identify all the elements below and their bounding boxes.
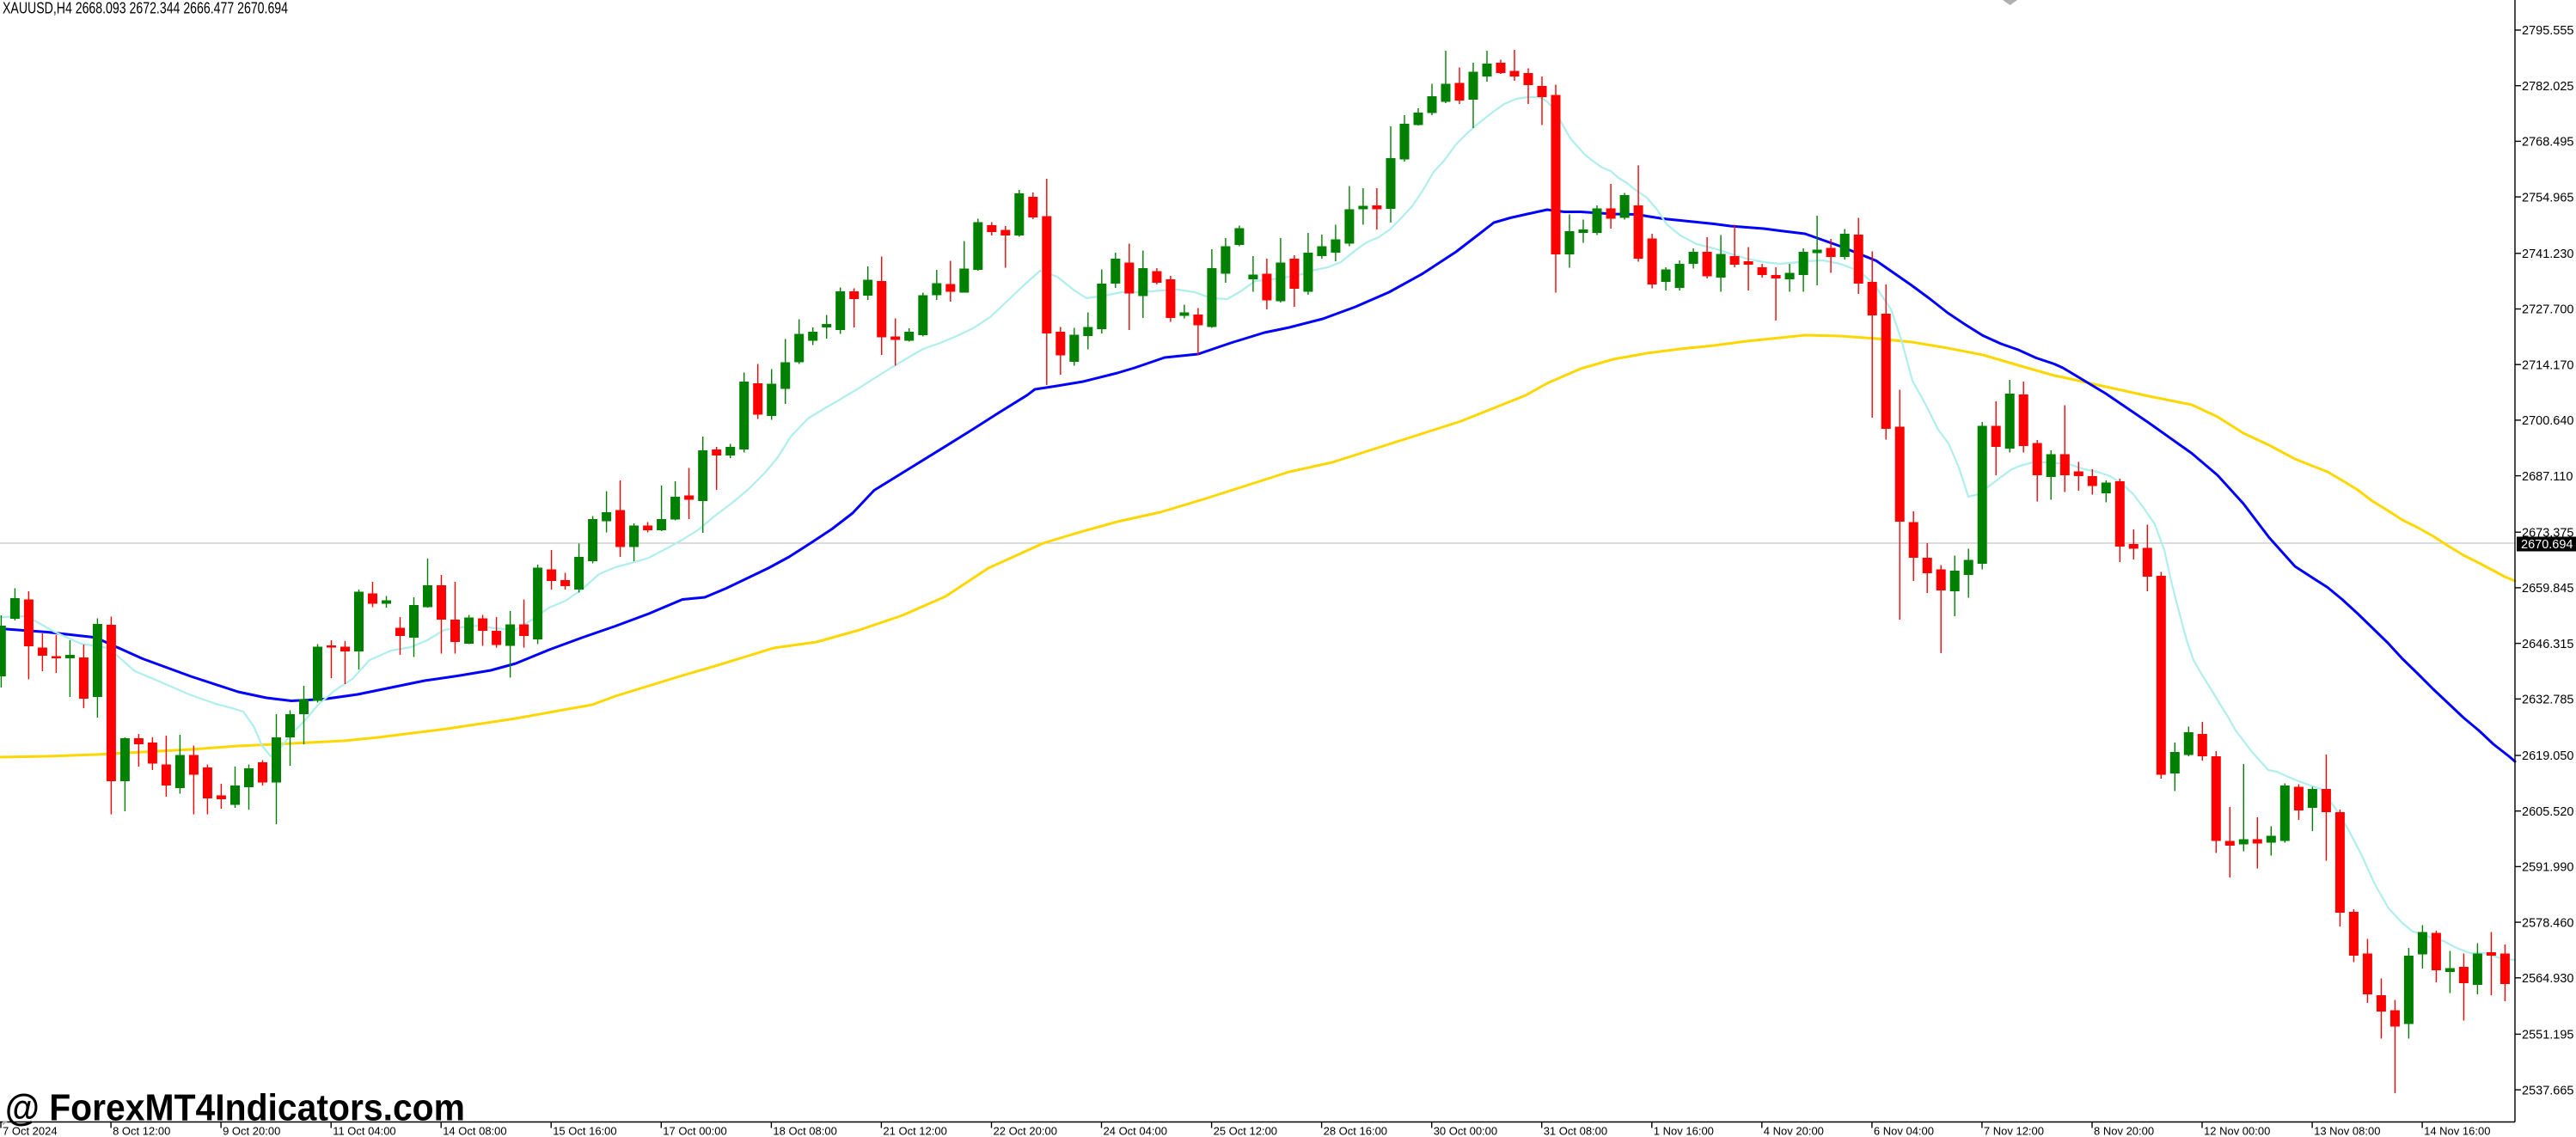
svg-text:11 Oct 04:00: 11 Oct 04:00 <box>333 1125 395 1137</box>
svg-text:2619.050: 2619.050 <box>2522 749 2573 763</box>
svg-text:21 Oct 12:00: 21 Oct 12:00 <box>883 1125 946 1137</box>
svg-text:9 Oct 20:00: 9 Oct 20:00 <box>223 1125 280 1137</box>
svg-text:2605.520: 2605.520 <box>2522 805 2573 819</box>
svg-text:@ ForexMT4Indicators.com: @ ForexMT4Indicators.com <box>5 1087 465 1129</box>
svg-text:2700.640: 2700.640 <box>2522 414 2573 428</box>
svg-text:22 Oct 20:00: 22 Oct 20:00 <box>994 1125 1057 1137</box>
svg-text:2659.845: 2659.845 <box>2522 582 2573 596</box>
svg-text:13 Nov 08:00: 13 Nov 08:00 <box>2314 1125 2380 1137</box>
svg-text:15 Oct 16:00: 15 Oct 16:00 <box>553 1125 616 1137</box>
svg-text:2741.230: 2741.230 <box>2522 248 2573 261</box>
svg-text:14 Oct 08:00: 14 Oct 08:00 <box>443 1125 506 1137</box>
svg-text:2782.025: 2782.025 <box>2522 80 2573 94</box>
svg-text:2727.700: 2727.700 <box>2522 303 2573 317</box>
svg-text:2564.930: 2564.930 <box>2522 972 2573 986</box>
svg-text:2795.555: 2795.555 <box>2522 24 2573 38</box>
svg-text:6 Nov 04:00: 6 Nov 04:00 <box>1874 1125 1934 1137</box>
svg-text:2673.375: 2673.375 <box>2522 526 2573 540</box>
svg-text:18 Oct 08:00: 18 Oct 08:00 <box>773 1125 836 1137</box>
svg-text:XAUUSD,H4 2668.093 2672.344 2: XAUUSD,H4 2668.093 2672.344 2666.477 267… <box>3 0 288 17</box>
svg-text:2537.665: 2537.665 <box>2522 1084 2573 1097</box>
svg-text:2687.110: 2687.110 <box>2522 470 2573 484</box>
svg-text:31 Oct 08:00: 31 Oct 08:00 <box>1544 1125 1607 1137</box>
svg-text:2578.460: 2578.460 <box>2522 916 2573 930</box>
svg-text:8 Nov 20:00: 8 Nov 20:00 <box>2094 1125 2154 1137</box>
svg-text:8 Oct 12:00: 8 Oct 12:00 <box>113 1125 170 1137</box>
svg-text:4 Nov 20:00: 4 Nov 20:00 <box>1764 1125 1824 1137</box>
svg-text:25 Oct 12:00: 25 Oct 12:00 <box>1214 1125 1277 1137</box>
svg-text:2551.195: 2551.195 <box>2522 1029 2573 1042</box>
svg-text:14 Nov 16:00: 14 Nov 16:00 <box>2424 1125 2490 1137</box>
svg-text:12 Nov 00:00: 12 Nov 00:00 <box>2204 1125 2270 1137</box>
svg-text:2670.694: 2670.694 <box>2521 538 2573 552</box>
svg-text:17 Oct 00:00: 17 Oct 00:00 <box>663 1125 726 1137</box>
svg-text:30 Oct 00:00: 30 Oct 00:00 <box>1434 1125 1497 1137</box>
svg-text:28 Oct 16:00: 28 Oct 16:00 <box>1324 1125 1387 1137</box>
svg-text:2714.170: 2714.170 <box>2522 358 2573 372</box>
svg-text:7 Oct 2024: 7 Oct 2024 <box>3 1125 58 1137</box>
svg-text:2768.495: 2768.495 <box>2522 136 2573 150</box>
svg-text:2632.785: 2632.785 <box>2522 694 2573 707</box>
svg-text:2646.315: 2646.315 <box>2522 638 2573 651</box>
svg-text:2754.965: 2754.965 <box>2522 191 2573 205</box>
svg-text:1 Nov 16:00: 1 Nov 16:00 <box>1654 1125 1714 1137</box>
svg-text:2591.990: 2591.990 <box>2522 861 2573 875</box>
svg-text:7 Nov 12:00: 7 Nov 12:00 <box>1984 1125 2044 1137</box>
svg-text:24 Oct 04:00: 24 Oct 04:00 <box>1104 1125 1167 1137</box>
